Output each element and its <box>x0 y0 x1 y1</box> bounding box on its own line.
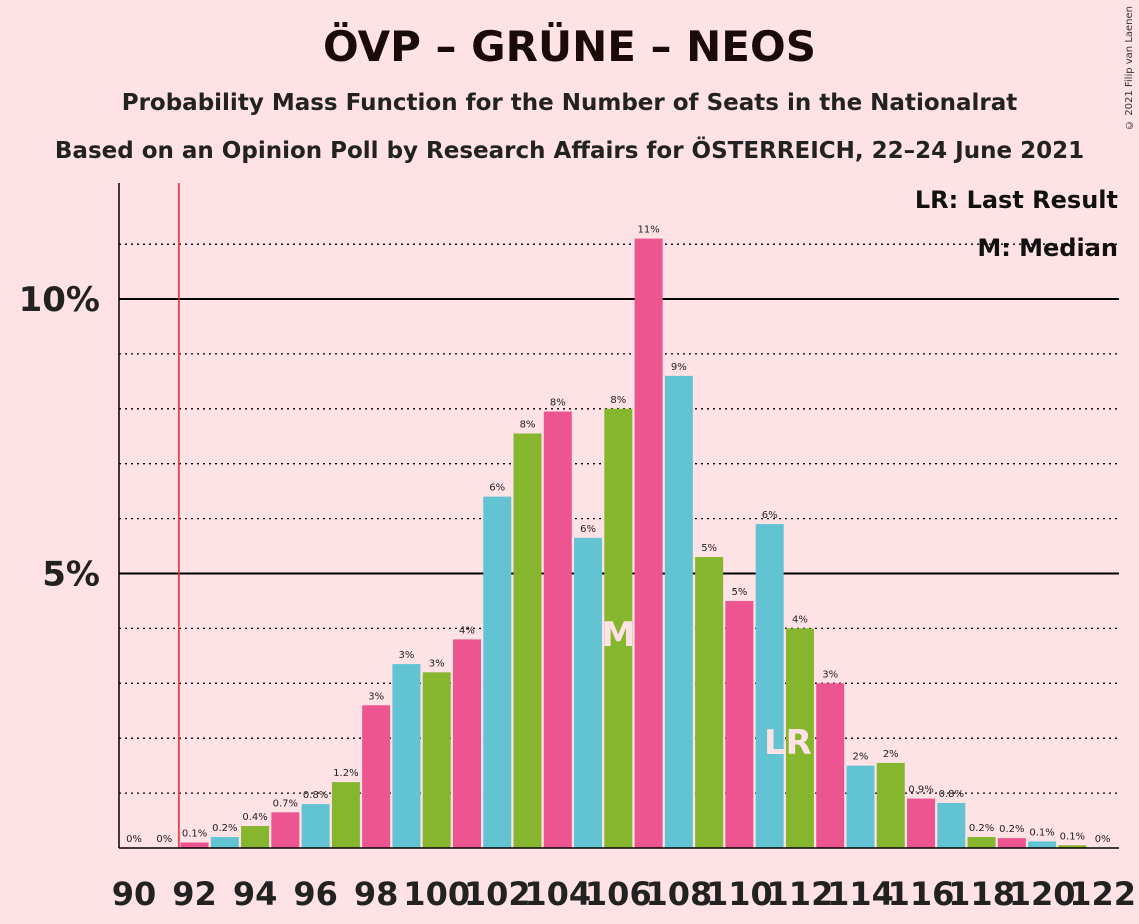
bar-seat-108 <box>664 375 693 848</box>
x-tick-label: 98 <box>354 875 399 913</box>
bar-label-103: 8% <box>520 420 536 431</box>
bar-seat-111 <box>755 524 784 848</box>
bar-label-102: 6% <box>489 483 505 494</box>
x-tick-label: 102 <box>464 875 531 913</box>
bar-label-93: 0.2% <box>212 823 237 834</box>
bar-seat-120 <box>1028 841 1057 848</box>
bar-seat-107 <box>634 238 663 849</box>
bar-seat-117 <box>937 802 966 848</box>
bar-seat-98 <box>362 705 391 848</box>
bar-seat-97 <box>331 782 360 848</box>
bar-seat-94 <box>241 826 270 848</box>
bars <box>180 238 1087 849</box>
x-tick-label: 108 <box>645 875 712 913</box>
y-tick-label: 10% <box>19 280 100 320</box>
bar-seat-109 <box>695 557 724 848</box>
bar-seat-95 <box>271 812 300 848</box>
bar-seat-118 <box>967 837 996 848</box>
bar-label-115: 2% <box>883 749 899 760</box>
bar-label-106: 8% <box>610 395 626 406</box>
legend-median: M: Median <box>977 234 1118 262</box>
bar-seat-114 <box>846 765 875 848</box>
chart-source-note: Based on an Opinion Poll by Research Aff… <box>54 138 1085 164</box>
median-marker: M <box>601 615 635 655</box>
bar-label-113: 3% <box>822 669 838 680</box>
bar-label-95: 0.7% <box>273 798 298 809</box>
bar-seat-116 <box>907 798 936 848</box>
legend-last-result: LR: Last Result <box>914 186 1118 214</box>
bar-label-116: 0.9% <box>908 785 933 796</box>
bar-label-109: 5% <box>701 543 717 554</box>
x-tick-label: 112 <box>767 875 834 913</box>
bar-label-107: 11% <box>637 225 659 236</box>
bar-seat-110 <box>725 600 754 848</box>
bar-label-120: 0.1% <box>1029 827 1054 838</box>
x-tick-label: 122 <box>1069 875 1136 913</box>
x-tick-label: 116 <box>888 875 955 913</box>
x-tick-label: 90 <box>112 875 157 913</box>
bar-label-100: 3% <box>429 658 445 669</box>
bar-seat-103 <box>513 433 542 848</box>
bar-label-119: 0.2% <box>999 824 1024 835</box>
bar-seat-92 <box>180 842 209 848</box>
bar-seat-115 <box>876 762 905 848</box>
x-tick-label: 100 <box>403 875 470 913</box>
chart-subtitle: Probability Mass Function for the Number… <box>121 90 1018 116</box>
bar-label-110: 5% <box>731 587 747 598</box>
bar-label-98: 3% <box>368 691 384 702</box>
bar-label-90: 0% <box>126 834 142 845</box>
x-tick-label: 92 <box>172 875 217 913</box>
x-tick-label: 118 <box>948 875 1015 913</box>
bar-seat-96 <box>301 804 330 848</box>
bar-label-118: 0.2% <box>969 823 994 834</box>
bar-seat-100 <box>422 672 451 848</box>
bar-seat-93 <box>210 837 239 848</box>
x-tick-label: 114 <box>827 875 894 913</box>
bar-seat-119 <box>997 838 1026 848</box>
x-tick-label: 104 <box>524 875 591 913</box>
x-tick-label: 110 <box>706 875 773 913</box>
bar-label-111: 6% <box>762 510 778 521</box>
markers: M LR <box>178 183 812 848</box>
bar-label-112: 4% <box>792 614 808 625</box>
bar-label-105: 6% <box>580 524 596 535</box>
bar-label-96: 0.8% <box>303 790 328 801</box>
bar-seat-121 <box>1058 845 1087 848</box>
bar-label-114: 2% <box>853 752 869 763</box>
bar-label-92: 0.1% <box>182 829 207 840</box>
chart-title: ÖVP – GRÜNE – NEOS <box>323 22 816 71</box>
bar-seat-101 <box>452 639 481 848</box>
bar-seat-102 <box>483 496 512 848</box>
x-tick-label: 106 <box>585 875 652 913</box>
last-result-marker: LR <box>764 723 812 763</box>
bar-seat-113 <box>816 683 845 848</box>
bar-label-104: 8% <box>550 398 566 409</box>
bar-seat-106 <box>604 408 633 848</box>
bar-seat-112 <box>785 628 814 848</box>
x-tick-label: 120 <box>1009 875 1076 913</box>
y-tick-label: 5% <box>42 555 100 595</box>
bar-label-117: 0.8% <box>939 789 964 800</box>
bar-label-99: 3% <box>398 650 414 661</box>
x-tick-label: 94 <box>233 875 278 913</box>
bar-label-97: 1.2% <box>333 768 358 779</box>
bar-label-121: 0.1% <box>1060 831 1085 842</box>
bar-label-91: 0% <box>156 834 172 845</box>
bar-seat-99 <box>392 664 421 848</box>
bar-label-101: 4% <box>459 625 475 636</box>
x-tick-label: 96 <box>293 875 338 913</box>
bar-seat-105 <box>574 537 603 848</box>
bar-value-labels: 0% 0% 0.1% 0.2% 0.4% 0.7% 0.8% 1.2% 3% 3% 3% 4% 6% 8%… <box>126 225 1111 845</box>
bar-label-122: 0% <box>1095 834 1111 845</box>
bar-seat-104 <box>543 411 572 848</box>
axes: 5%10%90 92 94 96 98 1001021041061081101121141… <box>19 183 1136 913</box>
bar-label-94: 0.4% <box>242 812 267 823</box>
bar-label-108: 9% <box>671 362 687 373</box>
